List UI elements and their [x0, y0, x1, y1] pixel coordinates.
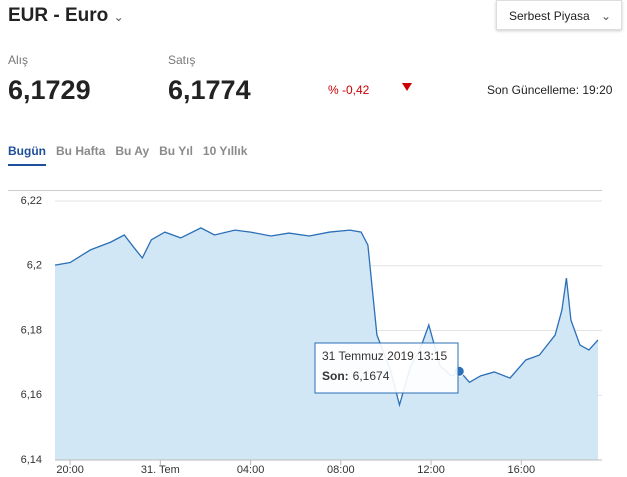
x-tick-label: 08:00 — [327, 464, 355, 476]
title: EUR - Euro ⌄ — [8, 5, 124, 26]
line — [54, 227, 599, 408]
tooltip: 31 Temmuz 2019 13:15 Son: 6,1674 — [314, 342, 459, 394]
x-tick-label: 31. Tem — [141, 464, 180, 476]
tabs: Bugün Bu Hafta Bu Ay Bu Yıl 10 Yıllık — [8, 144, 247, 166]
tab[interactable]: 10 Yıllık — [202, 144, 248, 158]
tab[interactable]: Bugün — [8, 144, 46, 166]
market-select[interactable]: Serbest Piyasa ⌄ — [496, 0, 622, 30]
x-tick-label: 04:00 — [237, 464, 265, 476]
y-tick-label: 6,16 — [21, 389, 42, 401]
market-text: Serbest Piyasa — [509, 9, 590, 23]
x-tick-label: 20:00 — [56, 464, 84, 476]
y-tick-label: 6,14 — [21, 454, 42, 466]
sell-label: Satış — [168, 53, 196, 67]
tooltip-value-row: Son: 6,1674 — [322, 369, 390, 383]
sell-value: 6,1774 — [168, 75, 251, 105]
tooltip-value: 6,1674 — [353, 369, 390, 383]
tooltip-name: Son: — [322, 369, 349, 383]
chart-frame — [8, 190, 602, 191]
tab[interactable]: Bu Yıl — [159, 144, 193, 158]
y-tick-label: 6,2 — [27, 260, 42, 272]
buy-label: Alış — [8, 53, 29, 67]
tooltip-box — [314, 342, 459, 394]
x-tick-label: 12:00 — [417, 464, 445, 476]
title-text: EUR - Euro — [8, 5, 109, 26]
updated: Son Güncelleme: 19:20 — [487, 83, 613, 97]
x-tick-label: 16:00 — [508, 464, 536, 476]
tab[interactable]: Bu Hafta — [56, 144, 106, 158]
y-tick-label: 6,22 — [21, 195, 42, 207]
down-arrow — [402, 83, 412, 91]
tooltip-date: 31 Temmuz 2019 13:15 — [322, 349, 448, 363]
y-tick-label: 6,18 — [21, 324, 42, 336]
buy-value: 6,1729 — [8, 75, 91, 105]
tab[interactable]: Bu Ay — [115, 144, 150, 158]
change: % -0,42 — [328, 83, 370, 97]
